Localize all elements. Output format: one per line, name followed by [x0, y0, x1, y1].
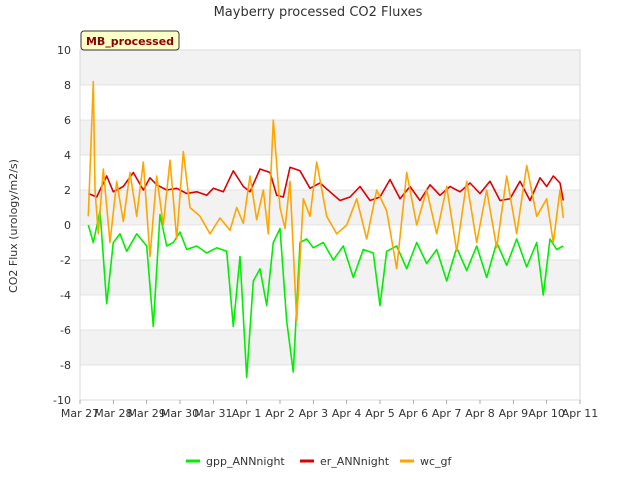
plot-band [80, 295, 580, 330]
plot-band [80, 120, 580, 155]
x-tick-label: Apr 5 [365, 407, 395, 420]
chart-title: Mayberry processed CO2 Fluxes [214, 5, 423, 20]
legend: gpp_ANNnight er_ANNnight wc_gf [186, 455, 453, 468]
plot-band [80, 365, 580, 400]
legend-label: gpp_ANNnight [206, 455, 285, 468]
y-axis-label: CO2 Flux (urology/m2/s) [7, 159, 20, 293]
plot-band [80, 330, 580, 365]
x-tick-label: Mar 27 [61, 407, 99, 420]
plot-band [80, 50, 580, 85]
x-tick-label: Apr 1 [232, 407, 262, 420]
plot-band [80, 85, 580, 120]
x-tick-label: Apr 10 [528, 407, 565, 420]
x-tick-label: Apr 7 [432, 407, 462, 420]
x-tick-label: Apr 9 [499, 407, 529, 420]
x-tick-label: Apr 3 [299, 407, 329, 420]
plot-band [80, 155, 580, 190]
y-tick-label: -4 [60, 289, 71, 302]
y-tick-label: -8 [60, 359, 71, 372]
x-tick-label: Apr 4 [332, 407, 362, 420]
series-lines [87, 80, 565, 379]
x-tick-label: Mar 30 [161, 407, 199, 420]
legend-label: er_ANNnight [320, 455, 390, 468]
x-tick-label: Apr 2 [265, 407, 295, 420]
annotation-box: MB_processed [80, 30, 180, 51]
y-tick-label: 8 [64, 79, 71, 92]
x-tick-label: Apr 6 [399, 407, 429, 420]
x-tick-label: Apr 11 [562, 407, 599, 420]
plot-band [80, 260, 580, 295]
y-tick-label: -2 [60, 254, 71, 267]
series-line-gpp-annnight [87, 210, 564, 379]
legend-label: wc_gf [420, 455, 453, 468]
annotation-label: MB_processed [86, 35, 174, 48]
x-tick-label: Mar 31 [194, 407, 232, 420]
y-tick-label: -10 [53, 394, 71, 407]
y-axis: -10 -8 -6 -4 -2 0 2 4 6 8 10 [53, 44, 580, 407]
y-tick-label: 4 [64, 149, 71, 162]
x-tick-label: Mar 28 [94, 407, 132, 420]
y-tick-label: 2 [64, 184, 71, 197]
x-tick-label: Mar 29 [128, 407, 166, 420]
y-tick-label: 10 [57, 44, 71, 57]
series-line-wc-gf [87, 80, 565, 323]
x-tick-label: Apr 8 [465, 407, 495, 420]
y-tick-label: 0 [64, 219, 71, 232]
y-tick-label: -6 [60, 324, 71, 337]
y-tick-label: 6 [64, 114, 71, 127]
